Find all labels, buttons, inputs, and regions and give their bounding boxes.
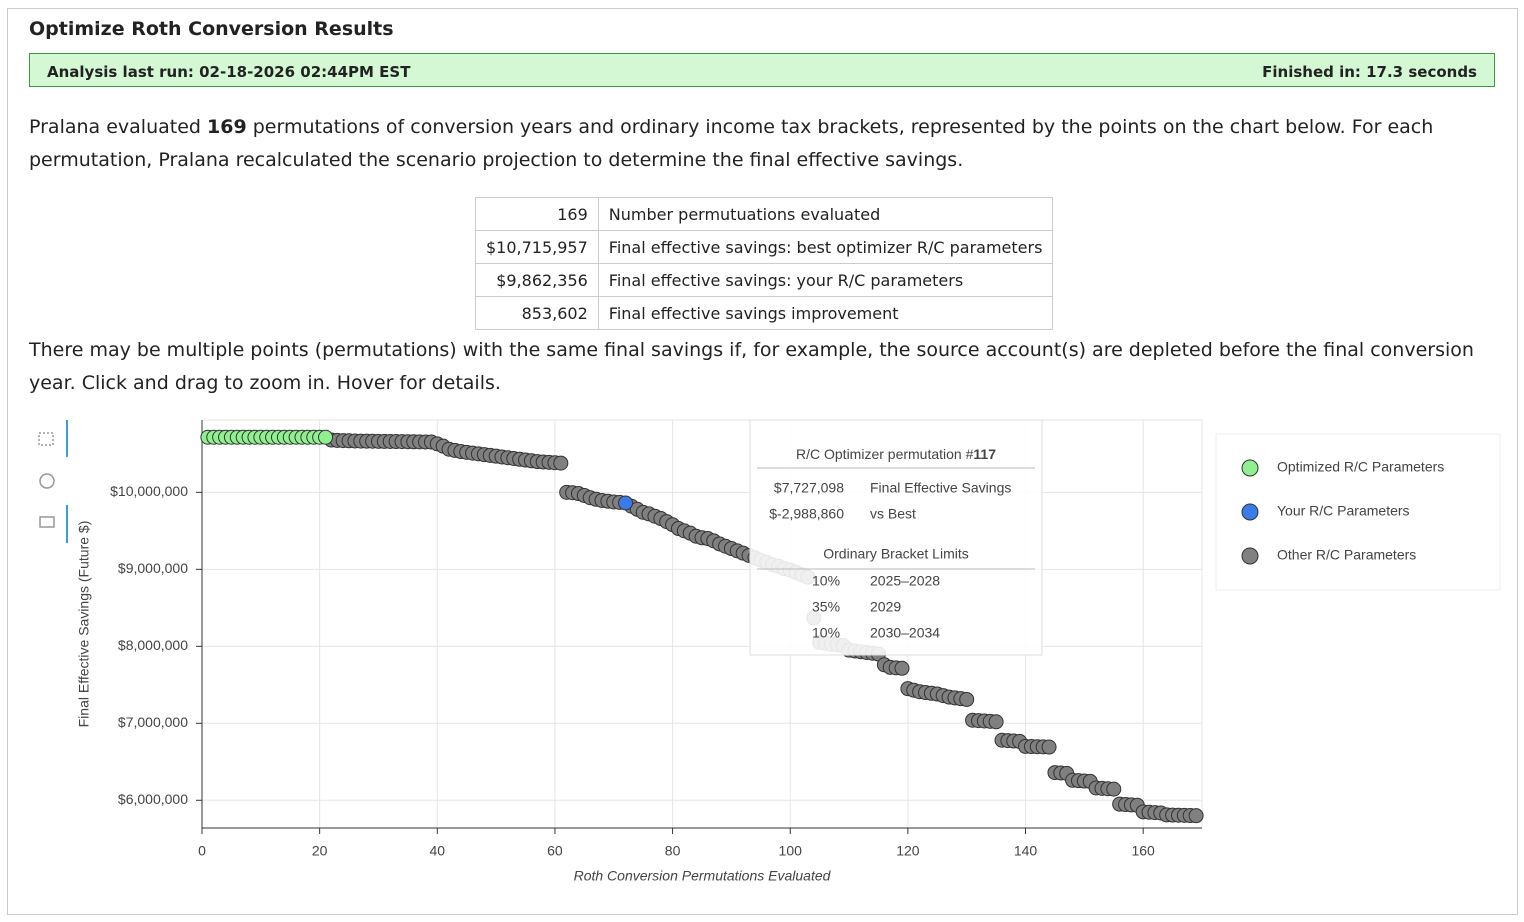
last-run: Analysis last run: 02-18-2026 02:44PM ES… — [47, 63, 411, 81]
point — [959, 691, 975, 707]
tooltip-subtitle: Ordinary Bracket Limits — [823, 546, 968, 562]
text: Pralana evaluated — [29, 116, 208, 138]
y-axis-title: Final Effective Savings (Future $) — [76, 521, 92, 728]
tooltip-title-num: 117 — [973, 446, 996, 462]
table-cell: Final effective savings improvement — [597, 296, 1054, 330]
point — [553, 455, 569, 471]
x-tick-label: 120 — [896, 843, 920, 859]
table-row: 169 Number permutuations evaluated — [475, 197, 1054, 231]
x-axis-title: Roth Conversion Permutations Evaluated — [574, 868, 832, 884]
y-tick-label: $9,000,000 — [118, 560, 188, 576]
table-cell: Number permutuations evaluated — [597, 197, 1054, 231]
point — [1041, 739, 1057, 755]
x-tick-label: 40 — [430, 843, 446, 859]
legend-marker — [1241, 547, 1259, 565]
point — [1106, 781, 1122, 797]
reset-tool[interactable] — [39, 473, 55, 489]
y-tick-label: $6,000,000 — [118, 791, 188, 807]
table-row: 853,602 Final effective savings improveme… — [475, 296, 1054, 330]
point — [618, 495, 634, 511]
tooltip-value: $7,727,098 — [774, 480, 844, 496]
status-banner: Analysis last run: 02-18-2026 02:44PM ES… — [29, 53, 1495, 87]
point — [988, 714, 1004, 730]
table-row: $9,862,356 Final effective savings: your … — [475, 263, 1054, 297]
page-title: Optimize Roth Conversion Results — [29, 18, 394, 40]
table-cell: 169 — [475, 197, 599, 231]
table-cell: $10,715,957 — [475, 230, 599, 264]
tooltip-label: vs Best — [870, 506, 916, 522]
x-tick-label: 140 — [1014, 843, 1038, 859]
tooltip-rate: 35% — [812, 599, 840, 615]
tooltip-box — [749, 419, 1043, 656]
x-tick-label: 0 — [198, 843, 206, 859]
text: permutations of conversion years and ord… — [29, 116, 1434, 171]
legend-label: Other R/C Parameters — [1277, 547, 1416, 563]
tooltip-years: 2025–2028 — [870, 573, 940, 589]
note-text: There may be multiple points (permutatio… — [29, 339, 1474, 394]
table-cell: $9,862,356 — [475, 263, 599, 297]
legend: Optimized R/C Parameters Your R/C Paramet… — [1215, 433, 1501, 591]
point — [318, 429, 334, 445]
panel-border — [7, 8, 1518, 915]
table-cell: 853,602 — [475, 296, 599, 330]
tooltip-title: R/C Optimizer permutation #117 — [796, 446, 996, 462]
tooltip-rate: 10% — [812, 625, 840, 641]
x-tick-label: 100 — [779, 843, 803, 859]
x-tick-label: 160 — [1131, 843, 1155, 859]
summary-table: 169 Number permutuations evaluated $10,715… — [475, 197, 1054, 330]
legend-box — [1215, 433, 1501, 591]
legend-marker — [1241, 459, 1259, 477]
x-tick-label: 20 — [312, 843, 328, 859]
table-cell: Final effective savings: best optimizer … — [597, 230, 1054, 264]
tooltip: R/C Optimizer permutation #117 $7,727,098… — [749, 419, 1043, 656]
intro-text: Pralana evaluated 169 permutations of co… — [29, 111, 1489, 177]
y-tick-label: $7,000,000 — [118, 714, 188, 730]
point — [1188, 808, 1204, 824]
toolbar — [38, 420, 68, 543]
legend-marker — [1241, 503, 1259, 521]
legend-label: Optimized R/C Parameters — [1277, 459, 1444, 475]
zoom-tool[interactable] — [38, 432, 54, 446]
table-row: $10,715,957 Final effective savings: best… — [475, 230, 1054, 264]
tooltip-years: 2029 — [870, 599, 901, 615]
table-cell: Final effective savings: your R/C parame… — [597, 263, 1054, 297]
finished: Finished in: 17.3 seconds — [1262, 63, 1477, 81]
x-tick-label: 80 — [665, 843, 681, 859]
y-tick-label: $8,000,000 — [118, 637, 188, 653]
y-tick-label: $10,000,000 — [110, 483, 188, 499]
tooltip-label: Final Effective Savings — [870, 480, 1011, 496]
tooltip-value: $-2,988,860 — [769, 506, 844, 522]
tooltip-title-text: R/C Optimizer permutation # — [796, 446, 974, 462]
point — [894, 660, 910, 676]
count: 169 — [207, 116, 247, 138]
legend-label: Your R/C Parameters — [1277, 503, 1410, 519]
tooltip-years: 2030–2034 — [870, 625, 940, 641]
x-tick-label: 60 — [547, 843, 563, 859]
hover-tool[interactable] — [39, 516, 55, 528]
tooltip-rate: 10% — [812, 573, 840, 589]
chart: 0 20 40 60 80 100 120 140 160 $6,000,000 $7,000,00… — [38, 419, 1501, 884]
